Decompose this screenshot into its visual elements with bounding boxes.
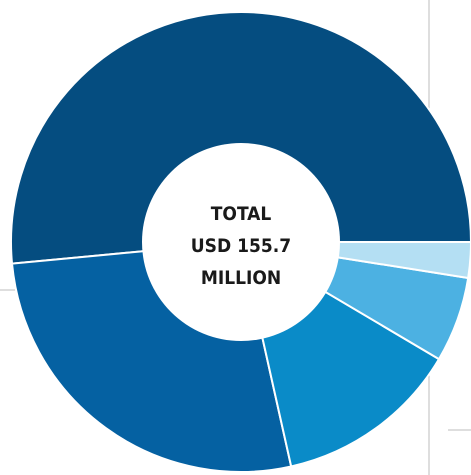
center-label-line-1: TOTAL [211, 203, 272, 225]
donut-slice-1 [10, 11, 471, 265]
center-label-line-2: USD 155.7 [191, 235, 291, 257]
center-label-line-3: MILLION [201, 267, 281, 289]
donut-slices [10, 11, 471, 473]
donut-hole [142, 143, 340, 341]
center-label: TOTAL USD 155.7 MILLION [191, 203, 291, 289]
